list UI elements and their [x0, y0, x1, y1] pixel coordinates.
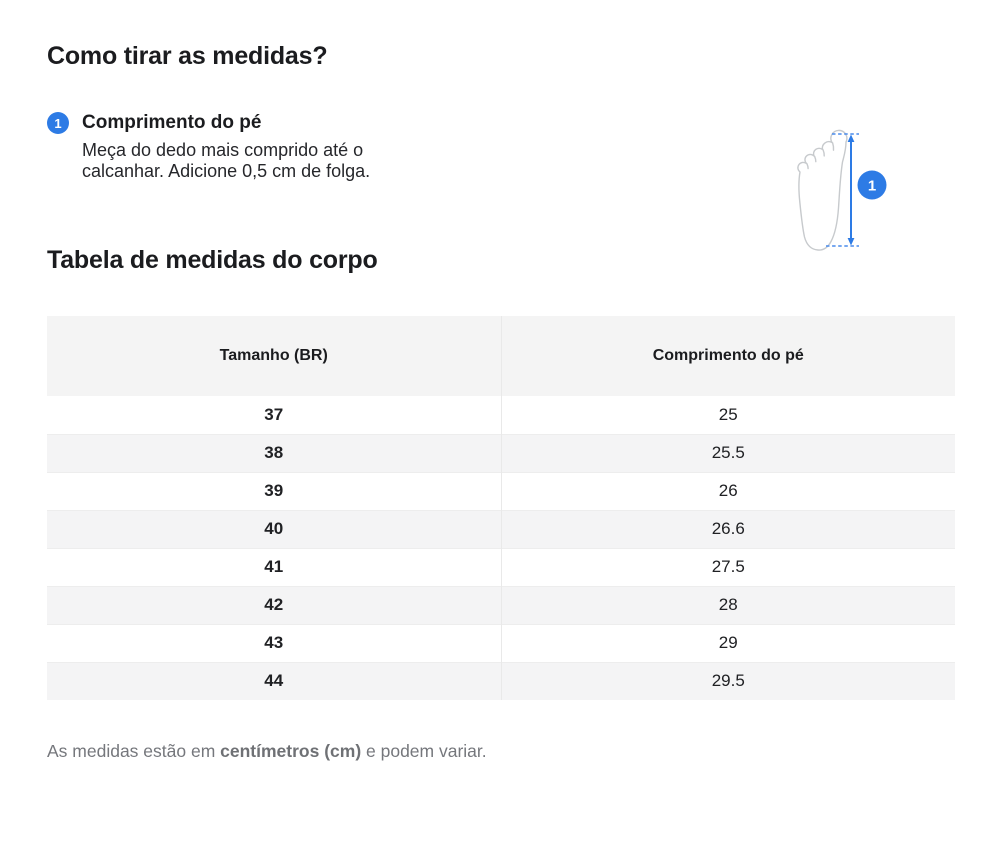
table-row: 42 28 [47, 585, 955, 624]
foot-outline-icon [797, 129, 848, 251]
cell-size-br: 38 [47, 433, 501, 472]
cell-foot-length: 26 [500, 471, 955, 510]
measure-arrow-icon [847, 134, 855, 246]
size-table: Tamanho (BR) Comprimento do pé 37 25 38 25.… [47, 316, 955, 700]
cell-size-br: 43 [47, 623, 501, 662]
footnote-suffix: e podem variar. [361, 741, 487, 761]
table-row: 41 27.5 [47, 547, 955, 586]
step-1-badge: 1 [47, 112, 69, 134]
cell-foot-length: 29 [500, 623, 955, 662]
cell-foot-length: 29.5 [500, 661, 955, 700]
cell-size-br: 37 [47, 396, 501, 434]
instruction-text: Comprimento do pé Meça do dedo mais comp… [82, 112, 417, 182]
table-row: 44 29.5 [47, 661, 955, 700]
page-title: Como tirar as medidas? [47, 42, 328, 70]
cell-foot-length: 25.5 [500, 433, 955, 472]
size-guide-panel: Como tirar as medidas? 1 Comprimento do … [0, 42, 1000, 762]
cell-foot-length: 27.5 [500, 547, 955, 586]
column-header-size: Tamanho (BR) [47, 316, 501, 396]
size-table-header: Tamanho (BR) Comprimento do pé [47, 316, 955, 396]
footnote-prefix: As medidas estão em [47, 741, 221, 761]
table-row: 37 25 [47, 396, 955, 434]
table-row: 39 26 [47, 471, 955, 510]
cell-size-br: 40 [47, 509, 501, 548]
table-row: 43 29 [47, 623, 955, 662]
cell-size-br: 42 [47, 585, 501, 624]
table-row: 40 26.6 [47, 509, 955, 548]
marker-number: 1 [868, 178, 876, 195]
cell-foot-length: 28 [500, 585, 955, 624]
foot-diagram: 1 [797, 129, 887, 251]
cell-size-br: 39 [47, 471, 501, 510]
measure-instruction: 1 Comprimento do pé Meça do dedo mais co… [47, 112, 955, 182]
cell-size-br: 41 [47, 547, 501, 586]
units-footnote: As medidas estão em centímetros (cm) e p… [47, 741, 955, 762]
header-row: Tamanho (BR) Comprimento do pé [47, 316, 955, 396]
instruction-label: Comprimento do pé [82, 112, 262, 133]
size-table-body: 37 25 38 25.5 39 26 40 26.6 41 27.5 42 28 43 29 44 29.5 [47, 396, 955, 700]
measure-marker-1: 1 [857, 170, 887, 200]
footnote-units: centímetros (cm) [220, 741, 362, 761]
table-row: 38 25.5 [47, 433, 955, 472]
column-header-foot-length: Comprimento do pé [500, 316, 955, 396]
cell-foot-length: 26.6 [500, 509, 955, 548]
cell-size-br: 44 [47, 661, 501, 700]
instruction-description: Meça do dedo mais comprido até o calcanh… [82, 140, 371, 181]
table-section-title: Tabela de medidas do corpo [47, 246, 378, 274]
cell-foot-length: 25 [500, 396, 955, 434]
measure-dashed-lines [826, 133, 859, 247]
